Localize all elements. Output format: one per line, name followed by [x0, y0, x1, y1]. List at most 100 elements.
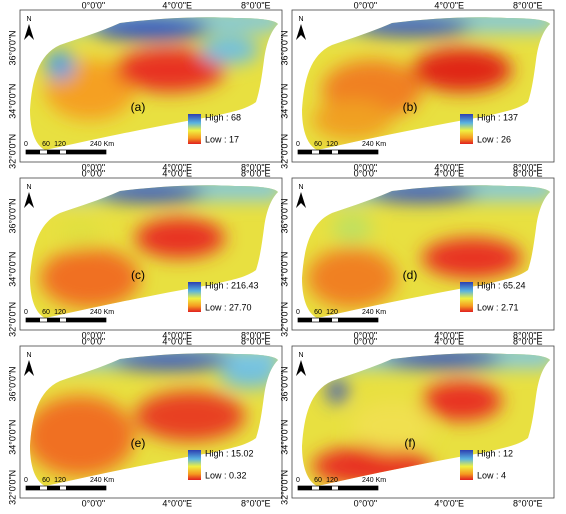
scale-label: 0 [24, 141, 28, 148]
north-label: N [298, 184, 303, 191]
x-label-top: 8°0'0"E [241, 0, 271, 10]
x-label-bottom: 0°0'0" [354, 330, 378, 340]
y-label: 34°0'0"N [7, 252, 17, 287]
scale-segment [338, 486, 378, 490]
heat-blob [332, 213, 372, 243]
y-label: 32°0'0"N [7, 302, 17, 337]
scale-segment [26, 318, 40, 322]
scale-segment [47, 486, 60, 490]
panel-label: (c) [131, 268, 145, 282]
map-panel: N (d) High : 65.24 Low : 2.71 0 60 120 240 Km 0°… [279, 168, 555, 340]
scale-label: 120 [54, 309, 66, 316]
x-label-top: 8°0'0"E [241, 336, 271, 346]
y-label: 36°0'0"N [7, 198, 17, 233]
x-label-top: 0°0'0" [82, 336, 106, 346]
scale-segment [319, 486, 332, 490]
heat-blob [220, 364, 278, 388]
legend-low: Low : 2.71 [477, 302, 519, 312]
heat-blob [60, 218, 100, 248]
legend-ramp [188, 114, 201, 144]
y-label: 32°0'0"N [7, 470, 17, 505]
legend-high: High : 137 [477, 112, 518, 122]
x-label-top: 4°0'0"E [162, 168, 192, 178]
y-label: 36°0'0"N [7, 30, 17, 65]
x-label-top: 0°0'0" [354, 336, 378, 346]
scale-label: 120 [326, 477, 338, 484]
legend-low: Low : 0.32 [205, 470, 247, 480]
scale-label: 240 Km [362, 141, 386, 148]
x-label-top: 0°0'0" [82, 0, 106, 10]
map-panel: N (f) High : 12 Low : 4 0 60 120 240 Km 0°0'0" 0°… [279, 336, 555, 508]
heat-blob [30, 396, 135, 476]
heat-blobs [302, 17, 550, 140]
scale-label: 60 [42, 309, 50, 316]
scale-segment [66, 150, 106, 154]
north-arrow [296, 24, 306, 40]
x-label-bottom: 0°0'0" [354, 162, 378, 172]
north-arrow [24, 24, 34, 40]
y-label: 34°0'0"N [279, 84, 289, 119]
y-label: 34°0'0"N [7, 420, 17, 455]
y-label: 34°0'0"N [279, 252, 289, 287]
scale-label: 60 [314, 309, 322, 316]
y-label: 36°0'0"N [279, 30, 289, 65]
legend-ramp [460, 114, 473, 144]
heat-blob [312, 100, 392, 140]
y-label: 36°0'0"N [279, 366, 289, 401]
scale-segment [298, 318, 312, 322]
scale-segment [338, 150, 378, 154]
y-label: 32°0'0"N [279, 134, 289, 169]
y-label: 36°0'0"N [279, 198, 289, 233]
heat-blob [45, 50, 75, 80]
map-panel: N (a) High : 68 Low : 17 0 60 120 240 Km 0°0'0" 0… [7, 0, 283, 172]
legend-high: High : 12 [477, 448, 513, 458]
panel-label: (f) [404, 436, 415, 450]
x-label-bottom: 4°0'0"E [162, 162, 192, 172]
map-panel: N (c) High : 216.43 Low : 27.70 0 60 120 240 Km… [7, 168, 283, 340]
x-label-bottom: 4°0'0"E [434, 498, 464, 508]
x-label-bottom: 8°0'0"E [241, 162, 271, 172]
x-label-bottom: 4°0'0"E [434, 162, 464, 172]
scale-label: 120 [326, 309, 338, 316]
heat-blob [115, 48, 225, 92]
scale-segment [47, 150, 60, 154]
heat-blobs [30, 185, 278, 308]
x-label-bottom: 0°0'0" [82, 330, 106, 340]
north-label: N [298, 352, 303, 359]
x-label-bottom: 0°0'0" [82, 162, 106, 172]
x-label-top: 4°0'0"E [162, 336, 192, 346]
legend-high: High : 68 [205, 112, 241, 122]
heat-blob [412, 48, 512, 92]
legend-low: Low : 4 [477, 470, 506, 480]
y-label: 32°0'0"N [7, 134, 17, 169]
north-arrow [24, 360, 34, 376]
x-label-bottom: 4°0'0"E [162, 498, 192, 508]
scale-label: 240 Km [362, 477, 386, 484]
scale-segment [319, 318, 332, 322]
y-label: 34°0'0"N [7, 84, 17, 119]
x-label-top: 8°0'0"E [241, 168, 271, 178]
x-label-bottom: 8°0'0"E [513, 330, 543, 340]
north-arrow [24, 192, 34, 208]
north-arrow [296, 192, 306, 208]
scale-segment [26, 150, 40, 154]
x-label-bottom: 8°0'0"E [513, 498, 543, 508]
north-label: N [26, 16, 31, 23]
north-label: N [26, 184, 31, 191]
scale-segment [338, 318, 378, 322]
scale-label: 60 [314, 141, 322, 148]
scale-label: 240 Km [90, 477, 114, 484]
map-panel: N (b) High : 137 Low : 26 0 60 120 240 Km 0°0'0"… [279, 0, 555, 172]
x-label-top: 0°0'0" [82, 168, 106, 178]
scale-label: 240 Km [90, 141, 114, 148]
scale-label: 60 [42, 477, 50, 484]
scale-label: 0 [24, 309, 28, 316]
panel-label: (b) [403, 100, 418, 114]
scale-label: 120 [326, 141, 338, 148]
scale-label: 120 [54, 477, 66, 484]
north-label: N [26, 352, 31, 359]
heat-blob [200, 36, 260, 64]
heat-blob [40, 248, 140, 308]
scale-label: 60 [42, 141, 50, 148]
